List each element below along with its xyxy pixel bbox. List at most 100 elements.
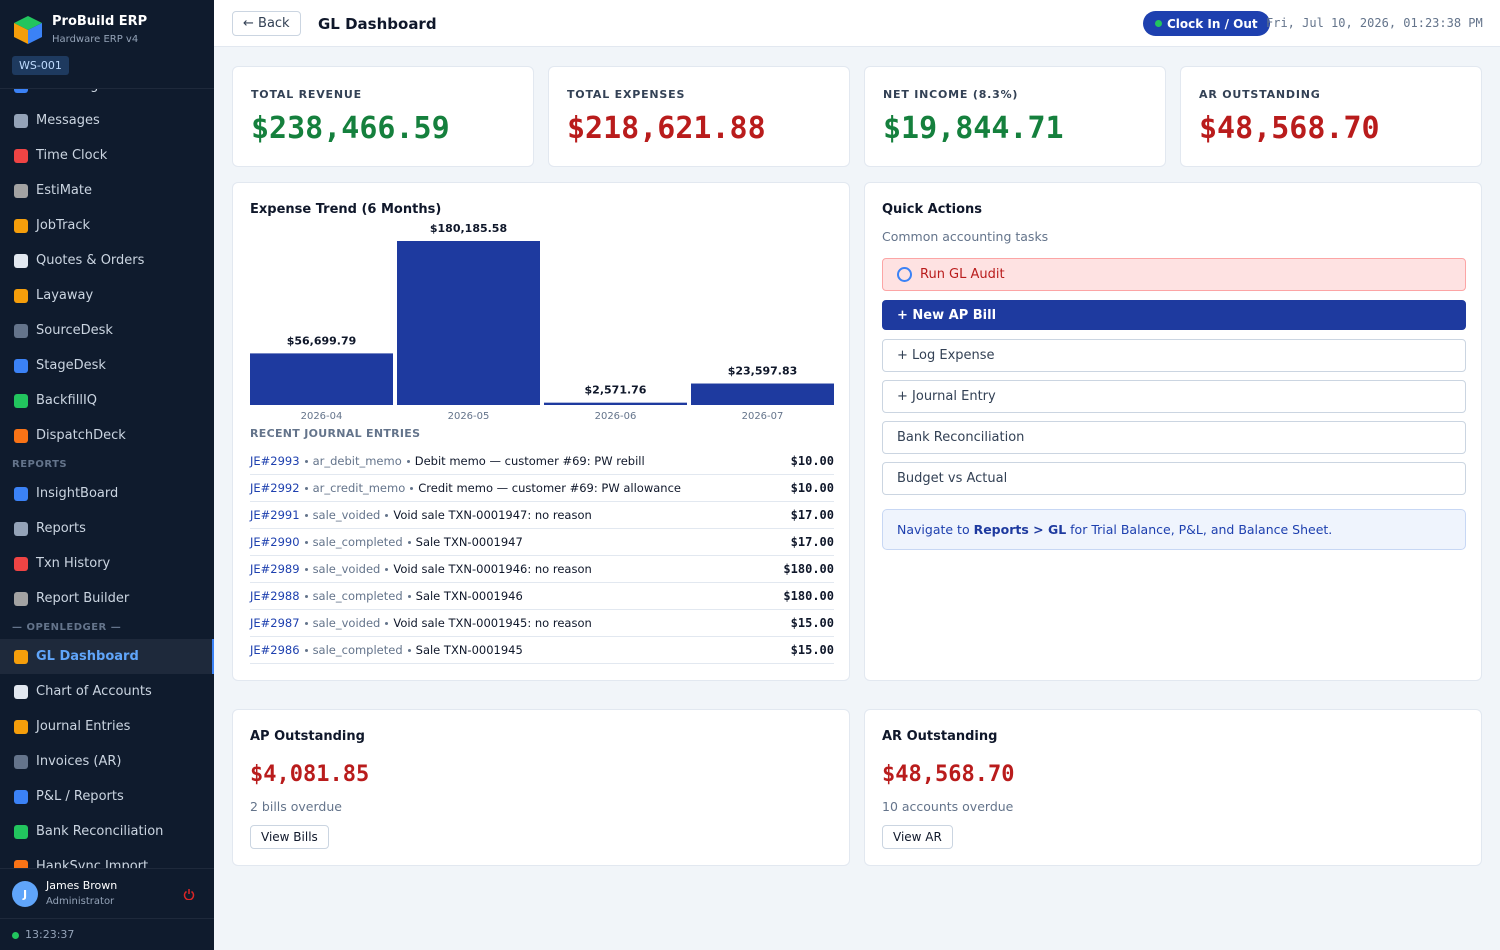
journal-row: JE#2991 sale_voided Void sale TXN-0001947:… — [250, 502, 834, 529]
kpi-label: AR OUTSTANDING — [1199, 88, 1321, 101]
action-button[interactable]: + Log Expense — [882, 339, 1466, 372]
nav-label: Messages — [36, 113, 100, 128]
nav-item[interactable]: EstiMate — [0, 173, 214, 208]
entry-amount: $180.00 — [783, 562, 834, 576]
nav-item[interactable]: Quotes & Orders — [0, 243, 214, 278]
panel-title: AR Outstanding — [882, 729, 998, 744]
nav-item[interactable]: Messages — [0, 103, 214, 138]
separator — [304, 648, 308, 652]
nav-label: Recurring Invoices — [36, 89, 156, 93]
separator — [304, 621, 308, 625]
kpi-card: NET INCOME (8.3%) $19,844.71 — [864, 66, 1166, 167]
action-button[interactable]: Budget vs Actual — [882, 462, 1466, 495]
journal-row: JE#2987 sale_voided Void sale TXN-0001945:… — [250, 610, 834, 637]
entry-type: sale_completed — [312, 643, 403, 657]
note-link[interactable]: Reports > GL — [973, 522, 1067, 537]
entry-id[interactable]: JE#2990 — [250, 535, 300, 549]
logout-button[interactable] — [183, 888, 195, 900]
nav-item[interactable]: StageDesk — [0, 348, 214, 383]
entry-id[interactable]: JE#2989 — [250, 562, 300, 576]
separator — [410, 486, 414, 490]
page-title: GL Dashboard — [318, 15, 437, 33]
action-button[interactable]: + Journal Entry — [882, 380, 1466, 413]
nav-icon — [14, 218, 28, 233]
entry-id[interactable]: JE#2993 — [250, 454, 300, 468]
clock-button[interactable]: Clock In / Out — [1143, 11, 1270, 36]
kpi-label: TOTAL REVENUE — [251, 88, 362, 101]
nav-label: EstiMate — [36, 183, 92, 198]
entry-type: sale_completed — [312, 589, 403, 603]
nav-label: Quotes & Orders — [36, 253, 145, 268]
outstanding-detail: 10 accounts overdue — [882, 799, 1014, 814]
nav-item[interactable]: SourceDesk — [0, 313, 214, 348]
nav-item[interactable]: Journal Entries — [0, 709, 214, 744]
separator — [304, 540, 308, 544]
clock-button-label: Clock In / Out — [1167, 16, 1258, 31]
nav-item[interactable]: DispatchDeck — [0, 418, 214, 453]
brand-version: Hardware ERP v4 — [52, 34, 139, 45]
x-tick-label: 2026-04 — [301, 411, 343, 422]
nav-label: HankSync Import — [36, 859, 149, 868]
separator — [385, 513, 389, 517]
separator — [407, 594, 411, 598]
outstanding-card: AR Outstanding $48,568.70 10 accounts over… — [864, 709, 1482, 866]
nav-item[interactable]: Invoices (AR) — [0, 744, 214, 779]
nav-item[interactable]: Recurring Invoices — [0, 89, 214, 103]
entry-id[interactable]: JE#2986 — [250, 643, 300, 657]
nav-item[interactable]: InsightBoard — [0, 476, 214, 511]
back-button[interactable]: ← Back — [232, 11, 301, 36]
outstanding-amount: $48,568.70 — [882, 762, 1015, 787]
entry-id[interactable]: JE#2992 — [250, 481, 300, 495]
bar — [397, 241, 540, 405]
nav-icon — [14, 556, 28, 571]
nav-item[interactable]: JobTrack — [0, 208, 214, 243]
view-button[interactable]: View AR — [882, 825, 953, 849]
journal-row: JE#2990 sale_completed Sale TXN-0001947 $17… — [250, 529, 834, 556]
datetime: Fri, Jul 10, 2026, 01:23:38 PM — [1266, 16, 1483, 30]
entry-type: sale_voided — [312, 508, 381, 522]
bar-value-label: $2,571.76 — [585, 384, 647, 397]
nav-icon — [14, 358, 28, 373]
nav-item[interactable]: Time Clock — [0, 138, 214, 173]
nav-item[interactable]: GL Dashboard — [0, 639, 214, 674]
x-tick-label: 2026-05 — [448, 411, 490, 422]
action-button[interactable]: Run GL Audit — [882, 258, 1466, 291]
action-button[interactable]: Bank Reconciliation — [882, 421, 1466, 454]
nav-label: JobTrack — [36, 218, 91, 233]
entry-id[interactable]: JE#2987 — [250, 616, 300, 630]
nav-item[interactable]: Chart of Accounts — [0, 674, 214, 709]
nav-item[interactable]: BackfillIQ — [0, 383, 214, 418]
outstanding-amount: $4,081.85 — [250, 762, 370, 787]
separator — [385, 567, 389, 571]
entry-id[interactable]: JE#2991 — [250, 508, 300, 522]
entry-description: Sale TXN-0001946 — [415, 589, 523, 603]
nav-icon — [14, 89, 28, 93]
separator — [406, 459, 410, 463]
action-button[interactable]: + New AP Bill — [882, 300, 1466, 330]
view-button[interactable]: View Bills — [250, 825, 329, 849]
nav-icon — [14, 393, 28, 408]
nav-item[interactable]: Report Builder — [0, 581, 214, 616]
nav-item[interactable]: Layaway — [0, 278, 214, 313]
entry-id[interactable]: JE#2988 — [250, 589, 300, 603]
nav-icon — [14, 253, 28, 268]
expense-panel: Expense Trend (6 Months) $56,699.79 2026-… — [232, 182, 850, 681]
nav-icon — [14, 684, 28, 699]
outstanding-card: AP Outstanding $4,081.85 2 bills overdue Vi… — [232, 709, 850, 866]
panel-title: Quick Actions — [882, 202, 983, 217]
entry-type: ar_debit_memo — [312, 454, 402, 468]
nav-icon — [14, 486, 28, 501]
entry-type: sale_voided — [312, 562, 381, 576]
separator — [304, 594, 308, 598]
nav-item[interactable]: Reports — [0, 511, 214, 546]
nav-item[interactable]: Bank Reconciliation — [0, 814, 214, 849]
nav-item[interactable]: Txn History — [0, 546, 214, 581]
nav-item[interactable]: HankSync Import — [0, 849, 214, 868]
entry-description: Sale TXN-0001945 — [415, 643, 523, 657]
journal-row: JE#2993 ar_debit_memo Debit memo — custome… — [250, 448, 834, 475]
entry-amount: $17.00 — [790, 535, 834, 549]
workstation-badge: WS-001 — [12, 56, 69, 75]
kpi-value: $218,621.88 — [567, 111, 766, 146]
nav-item[interactable]: P&L / Reports — [0, 779, 214, 814]
nav-icon — [14, 824, 28, 839]
